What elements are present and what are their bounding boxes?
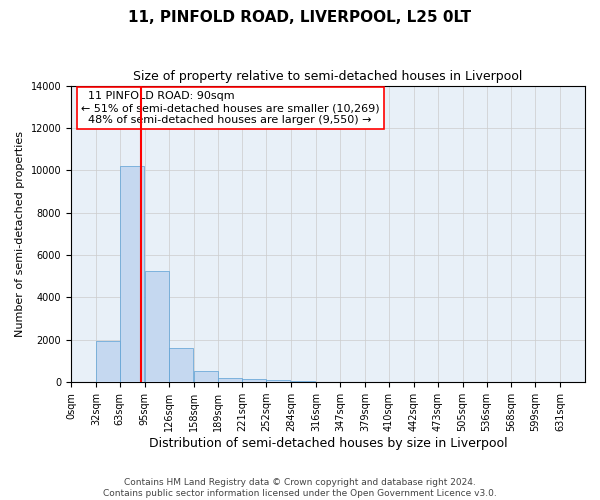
Bar	[96, 341, 120, 382]
Bar	[120, 166, 144, 382]
Bar	[266, 380, 290, 382]
Bar	[242, 379, 266, 382]
Text: 11 PINFOLD ROAD: 90sqm
← 51% of semi-detached houses are smaller (10,269)
  48% : 11 PINFOLD ROAD: 90sqm ← 51% of semi-det…	[82, 92, 380, 124]
X-axis label: Distribution of semi-detached houses by size in Liverpool: Distribution of semi-detached houses by …	[149, 437, 508, 450]
Bar	[194, 370, 218, 382]
Bar	[291, 381, 315, 382]
Bar	[218, 378, 242, 382]
Bar	[145, 271, 169, 382]
Text: 11, PINFOLD ROAD, LIVERPOOL, L25 0LT: 11, PINFOLD ROAD, LIVERPOOL, L25 0LT	[128, 10, 472, 25]
Bar	[169, 348, 193, 382]
Text: Contains HM Land Registry data © Crown copyright and database right 2024.
Contai: Contains HM Land Registry data © Crown c…	[103, 478, 497, 498]
Title: Size of property relative to semi-detached houses in Liverpool: Size of property relative to semi-detach…	[133, 70, 523, 83]
Y-axis label: Number of semi-detached properties: Number of semi-detached properties	[15, 131, 25, 337]
